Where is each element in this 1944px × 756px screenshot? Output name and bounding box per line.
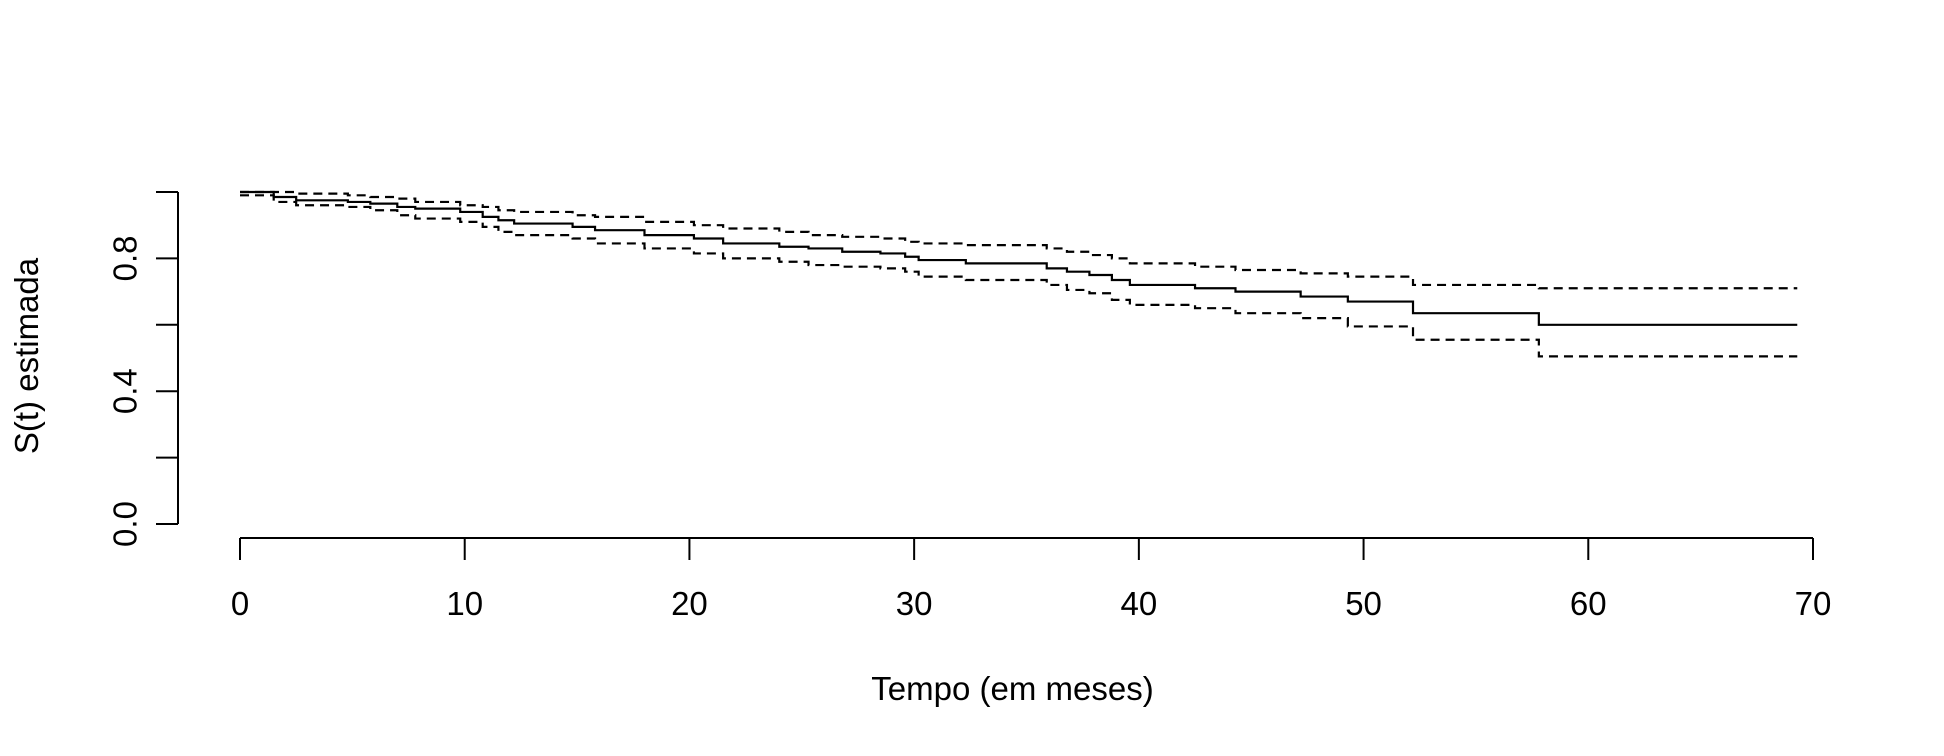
- survival-curves: [240, 190, 1798, 358]
- y-tick-label: 0.4: [107, 368, 144, 414]
- x-tick-label: 0: [231, 585, 249, 622]
- x-axis-title: Tempo (em meses): [871, 670, 1153, 707]
- x-tick-label: 20: [671, 585, 708, 622]
- y-axis-title: S(t) estimada: [8, 257, 45, 454]
- x-tick-label: 60: [1570, 585, 1607, 622]
- y-tick-label: 0.8: [107, 235, 144, 281]
- y-axis: 0.0 0.4 0.8: [107, 191, 179, 547]
- x-axis: 0 10 20 30 40 50 60 70: [231, 537, 1832, 622]
- y-tick-label: 0.0: [107, 501, 144, 547]
- x-tick-label: 70: [1795, 585, 1832, 622]
- upper-ci-line: [240, 190, 1798, 290]
- survival-estimate-line: [240, 190, 1798, 326]
- lower-ci-line: [240, 194, 1798, 358]
- x-tick-label: 10: [446, 585, 483, 622]
- x-tick-label: 30: [896, 585, 933, 622]
- x-tick-label: 40: [1120, 585, 1157, 622]
- x-tick-label: 50: [1345, 585, 1382, 622]
